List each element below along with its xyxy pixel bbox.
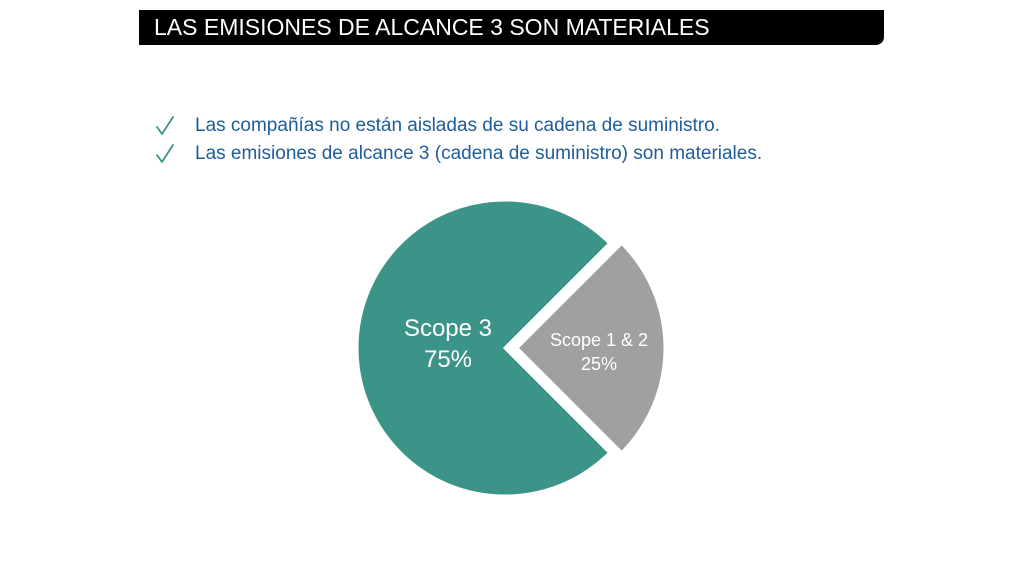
check-icon [156, 144, 174, 163]
bullet-list: Las compañías no están aisladas de su ca… [155, 112, 762, 168]
pie-slice-scope-3 [355, 198, 612, 498]
check-icon [156, 116, 174, 135]
list-item: Las emisiones de alcance 3 (cadena de su… [155, 140, 762, 168]
pie-slice-scope-1-2 [514, 241, 667, 455]
bullet-text: Las compañías no están aisladas de su ca… [195, 115, 720, 136]
slice-label: Scope 1 & 2 [550, 330, 648, 350]
slide-title: LAS EMISIONES DE ALCANCE 3 SON MATERIALE… [154, 14, 710, 40]
slice-value-label: 25% [581, 354, 617, 374]
bullet-text: Las emisiones de alcance 3 (cadena de su… [195, 143, 763, 164]
title-bar: LAS EMISIONES DE ALCANCE 3 SON MATERIALE… [139, 10, 884, 45]
slice-value-label: 75% [424, 346, 472, 373]
list-item: Las compañías no están aisladas de su ca… [155, 112, 762, 140]
slice-label: Scope 3 [404, 315, 492, 342]
